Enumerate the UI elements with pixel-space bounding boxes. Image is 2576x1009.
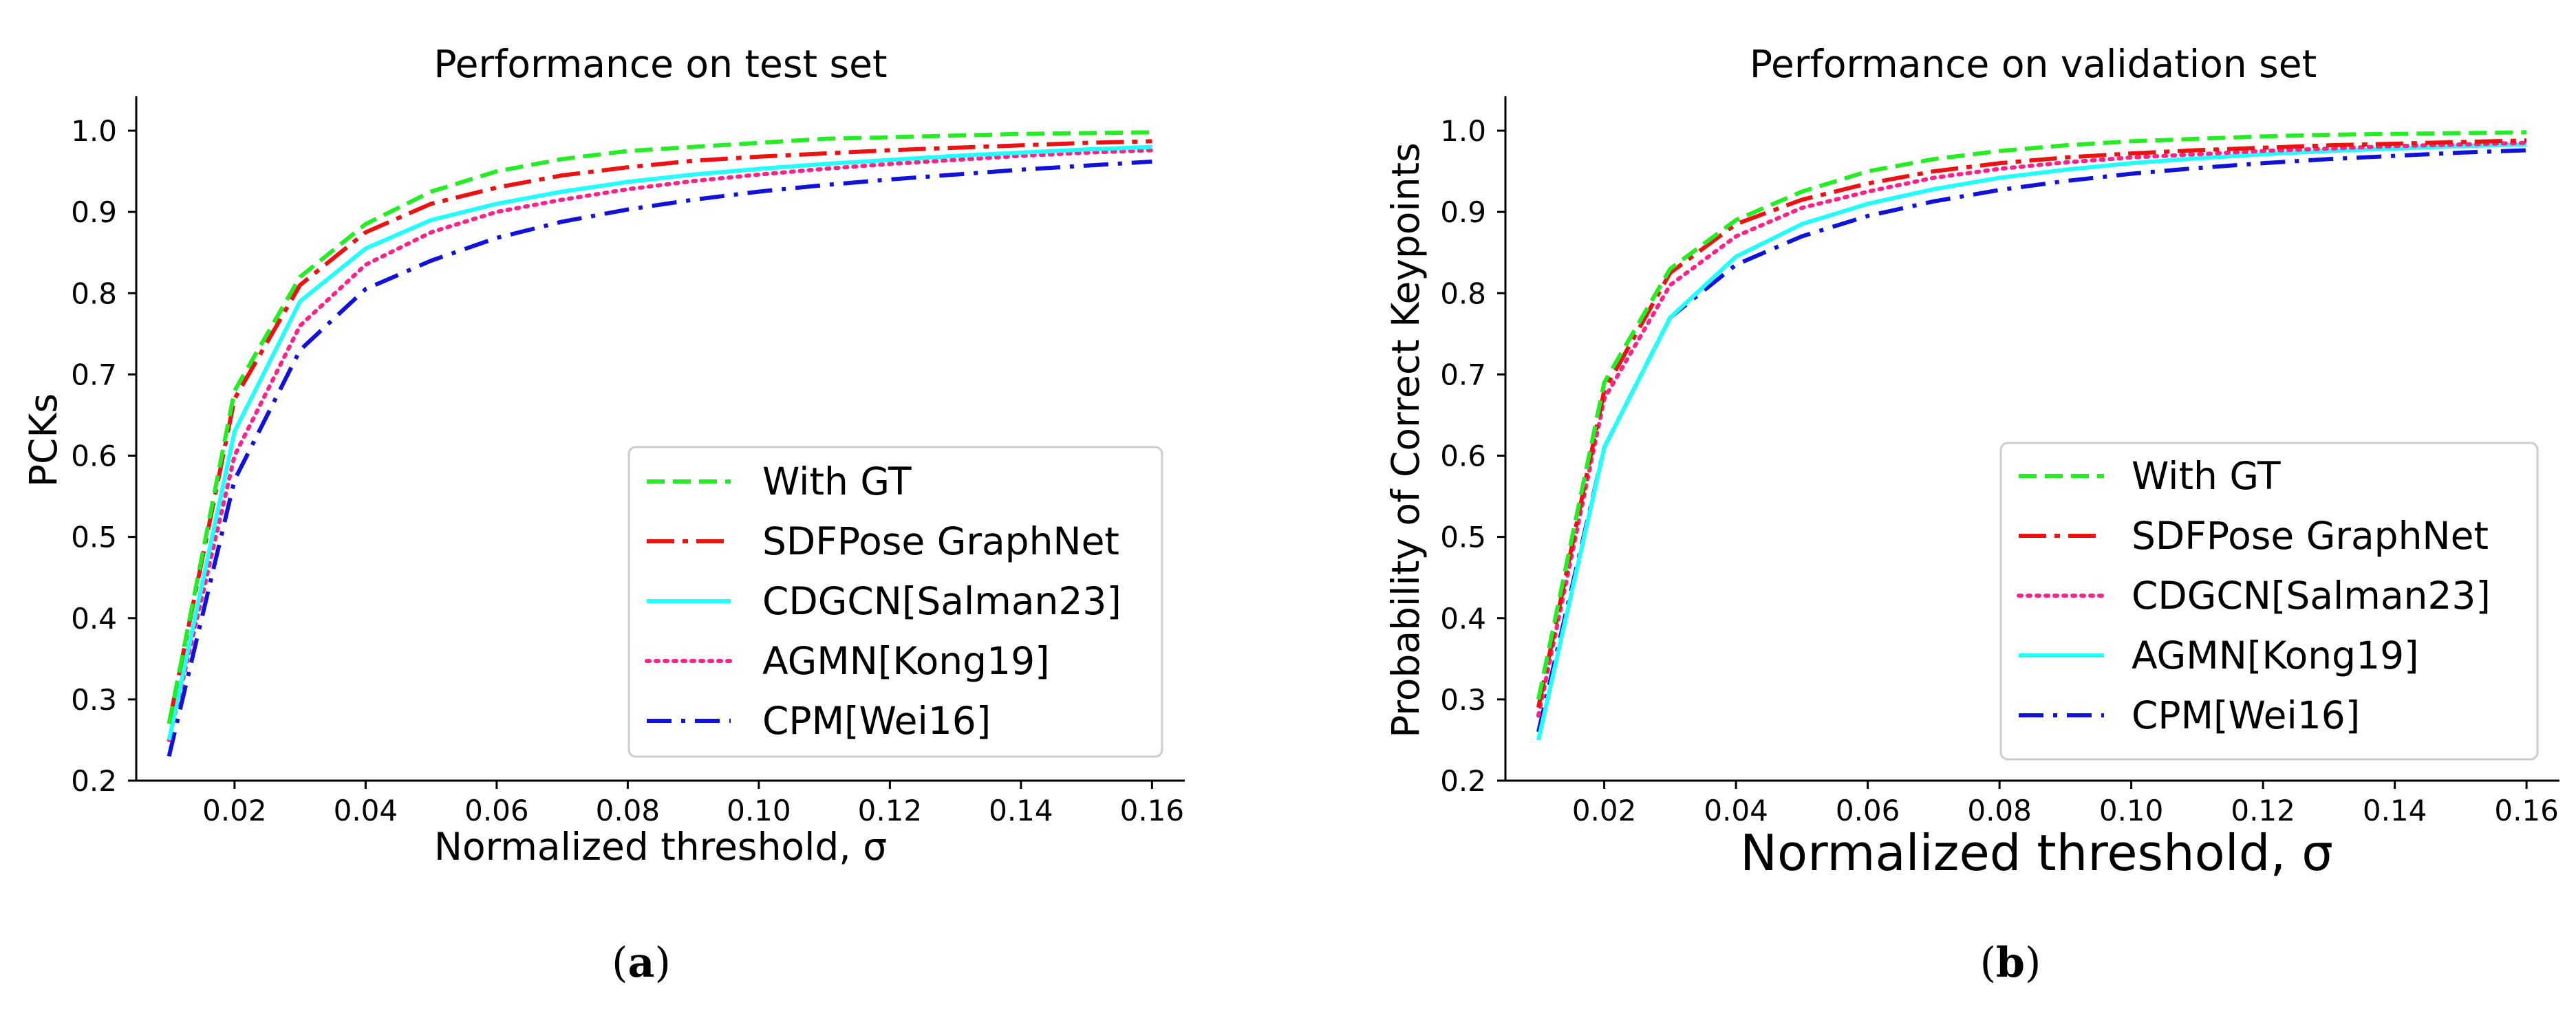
- series-line-sdfpose-graphnet: [167, 139, 1152, 724]
- x-tick-label: 0.08: [1967, 794, 2032, 827]
- x-tick-label: 0.04: [334, 794, 398, 827]
- y-tick-label: 0.9: [71, 195, 117, 229]
- x-tick-label: 0.16: [2494, 794, 2559, 827]
- series-line-agmn-kong19-: [167, 148, 1155, 742]
- y-tick-label: 0.8: [71, 276, 117, 310]
- y-tick-label: 0.7: [1440, 358, 1486, 391]
- legend-label: AGMN[Kong19]: [762, 639, 1050, 683]
- y-tick-label: 0.4: [1440, 602, 1486, 636]
- y-tick-label: 0.3: [71, 683, 117, 717]
- x-tick-label: 0.02: [202, 794, 267, 827]
- y-tick-label: 0.7: [71, 358, 117, 391]
- y-tick-label: 0.6: [1440, 440, 1486, 473]
- x-tick-label: 0.16: [1120, 794, 1185, 827]
- x-tick-label: 0.14: [989, 794, 1053, 827]
- series-line-cpm-wei16-: [167, 159, 1152, 757]
- x-tick-label: 0.04: [1704, 794, 1768, 827]
- caption-b: (b): [1980, 939, 2041, 987]
- legend-box: [1999, 442, 2539, 761]
- series-lines: [167, 130, 1155, 757]
- y-ticks: 0.2 0.3 0.4 0.5 0.6 0.7 0.8 0.9 1.0: [1440, 114, 1505, 798]
- legend-box: [627, 446, 1163, 758]
- x-tick-label: 0.10: [2099, 794, 2164, 827]
- legend-label: AGMN[Kong19]: [2132, 633, 2419, 677]
- legend-label: CPM[Wei16]: [2132, 693, 2360, 737]
- x-tick-label: 0.06: [464, 794, 529, 827]
- y-tick-label: 0.6: [71, 440, 117, 473]
- y-tick-label: 0.8: [1440, 276, 1486, 310]
- series-line-with-gt: [167, 130, 1152, 724]
- x-axis-label: Normalized threshold, σ: [434, 825, 887, 869]
- y-tick-label: 1.0: [71, 114, 117, 148]
- x-tick-label: 0.02: [1572, 794, 1637, 827]
- y-tick-label: 0.9: [1440, 195, 1486, 229]
- chart-title: Performance on test set: [433, 42, 887, 86]
- series-line-with-gt: [1536, 130, 2527, 700]
- y-tick-label: 0.5: [1440, 521, 1486, 554]
- y-axis-label: Probability of Correct Keypoints: [1384, 142, 1428, 738]
- y-tick-label: 0.2: [71, 764, 117, 798]
- x-tick-label: 0.12: [2231, 794, 2295, 827]
- y-axis-label: PCKs: [21, 393, 65, 487]
- legend-label: With GT: [2132, 454, 2281, 498]
- x-tick-label: 0.08: [596, 794, 661, 827]
- legend-label: CDGCN[Salman23]: [2132, 574, 2491, 618]
- chart-test-set: Performance on test set 0.20.30.40.50.60…: [21, 42, 1185, 987]
- x-tick-label: 0.06: [1836, 794, 1900, 827]
- x-axis-label: Normalized threshold, σ: [1740, 824, 2333, 882]
- legend-label: SDFPose GraphNet: [2132, 514, 2489, 558]
- x-tick-label: 0.12: [858, 794, 923, 827]
- legend: With GT SDFPose GraphNet CDGCN[Salman23] AG…: [1999, 442, 2539, 761]
- series-line-cpm-wei16-: [1536, 148, 2527, 733]
- series-line-cdgcn-salman23-: [167, 144, 1152, 741]
- legend-label: CPM[Wei16]: [762, 699, 991, 743]
- chart-title: Performance on validation set: [1750, 42, 2317, 86]
- y-tick-label: 0.3: [1440, 683, 1486, 717]
- legend-label: With GT: [762, 459, 912, 503]
- y-tick-label: 0.2: [1440, 764, 1486, 798]
- legend: With GT SDFPose GraphNet CDGCN[Salman23] AG…: [627, 446, 1163, 758]
- y-tick-label: 1.0: [1440, 114, 1486, 148]
- y-ticks: 0.2 0.3 0.4 0.5 0.6 0.7 0.8 0.9 1.0: [71, 114, 136, 798]
- y-tick-label: 0.5: [71, 521, 117, 554]
- legend-label: SDFPose GraphNet: [762, 519, 1119, 563]
- x-ticks: 0.02 0.04 0.06 0.08 0.10 0.12 0.14 0.16: [1572, 781, 2559, 827]
- legend-label: CDGCN[Salman23]: [762, 579, 1121, 623]
- x-tick-label: 0.10: [727, 794, 791, 827]
- y-tick-label: 0.4: [71, 602, 117, 636]
- series-line-cdgcn-salman23-: [1536, 140, 2529, 718]
- chart-validation-set: Performance on validation set 0.20.30.40…: [1384, 42, 2559, 987]
- series-line-agmn-kong19-: [1536, 142, 2527, 741]
- caption-a: (a): [612, 939, 671, 987]
- x-tick-label: 0.14: [2363, 794, 2427, 827]
- series-lines: [1536, 130, 2529, 741]
- x-ticks: 0.02 0.04 0.06 0.08 0.10 0.12 0.14 0.16: [202, 781, 1184, 827]
- series-line-sdfpose-graphnet: [1536, 138, 2527, 708]
